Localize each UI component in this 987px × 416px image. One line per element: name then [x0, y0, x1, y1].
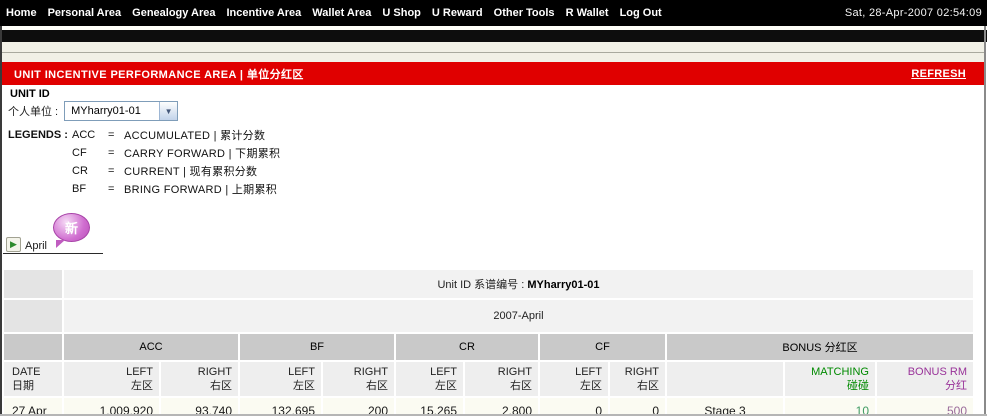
group-header-cf: CF: [540, 334, 665, 360]
nav-r-wallet[interactable]: R Wallet: [565, 7, 609, 19]
col-header-bf-left: LEFT 左区: [240, 362, 321, 396]
col-header-stage-empty: [667, 362, 783, 396]
col-header-cf-left: LEFT 左区: [540, 362, 608, 396]
new-badge-icon: 新: [53, 213, 90, 242]
unit-select-row: 个人单位 : MYharry01-01 ▼: [8, 101, 179, 121]
unit-select-label: 个人单位 :: [8, 106, 59, 118]
month-underline: [3, 253, 103, 254]
group-header-bonus: BONUS 分红区: [667, 334, 973, 360]
legend-equals: =: [108, 147, 115, 159]
legend-abbr: CF: [72, 147, 87, 159]
report-period: 2007-April: [64, 300, 973, 332]
group-header-date: [4, 334, 62, 360]
col-header-bf-right: RIGHT 右区: [323, 362, 394, 396]
legend-row-cf: CF = CARRY FORWARD | 下期累积: [8, 144, 280, 162]
content-right-border: [984, 26, 986, 416]
legend-abbr: ACC: [72, 129, 96, 141]
cell-stage: Stage 3: [667, 398, 783, 416]
col-header-acc-right: RIGHT 右区: [161, 362, 238, 396]
performance-report: Unit ID 系谱编号 : MYharry01-01 2007-April A…: [2, 268, 975, 416]
cell-acc-left: 1,009,920: [64, 398, 159, 416]
cell-date: 27 Apr: [4, 398, 62, 416]
col-header-date: DATE 日期: [4, 362, 62, 396]
expand-arrow-icon[interactable]: ▶: [6, 237, 21, 252]
cell-cf-right: 0: [610, 398, 665, 416]
col-header-cf-right: RIGHT 右区: [610, 362, 665, 396]
legends-heading: LEGENDS :: [8, 129, 68, 141]
nav-log-out[interactable]: Log Out: [619, 7, 662, 19]
group-header-acc: ACC: [64, 334, 238, 360]
group-header-cr: CR: [396, 334, 538, 360]
nav-u-shop[interactable]: U Shop: [382, 7, 421, 19]
legend-def: ACCUMULATED | 累计分数: [124, 130, 266, 142]
performance-table: Unit ID 系谱编号 : MYharry01-01 2007-April A…: [2, 268, 975, 416]
legend-def: CURRENT | 现有累积分数: [124, 166, 258, 178]
spacer-cell: [4, 270, 62, 298]
legends-block: LEGENDS : ACC = ACCUMULATED | 累计分数 CF = …: [8, 126, 280, 198]
legend-abbr: BF: [72, 183, 87, 195]
unit-id-heading: UNIT ID: [10, 88, 50, 100]
page-title: UNIT INCENTIVE PERFORMANCE AREA | 单位分红区: [14, 68, 304, 81]
cell-acc-right: 93,740: [161, 398, 238, 416]
legend-row-cr: CR = CURRENT | 现有累积分数: [8, 162, 280, 180]
spacer-cell: [4, 300, 62, 332]
legend-row-bf: BF = BRING FORWARD | 上期累积: [8, 180, 280, 198]
cell-cf-left: 0: [540, 398, 608, 416]
legend-row-acc: LEGENDS : ACC = ACCUMULATED | 累计分数: [8, 126, 280, 144]
new-badge-tail: [56, 240, 65, 248]
group-header-row: ACC BF CR CF BONUS 分红区: [4, 334, 973, 360]
nav-personal-area[interactable]: Personal Area: [47, 7, 122, 19]
nav-other-tools[interactable]: Other Tools: [493, 7, 555, 19]
cell-cr-right: 2,800: [465, 398, 538, 416]
col-header-matching: MATCHING 碰碰: [785, 362, 875, 396]
sub-header-row: DATE 日期 LEFT 左区 RIGHT 右区 LEFT 左区 RIGHT 右区 LEF…: [4, 362, 973, 396]
month-link-april[interactable]: April: [25, 240, 48, 252]
unit-id-info-label: Unit ID 系谱编号 :: [437, 279, 525, 291]
legend-equals: =: [108, 165, 115, 177]
group-header-bf: BF: [240, 334, 394, 360]
nav-home[interactable]: Home: [6, 7, 37, 19]
col-header-cr-right: RIGHT 右区: [465, 362, 538, 396]
col-header-cr-left: LEFT 左区: [396, 362, 463, 396]
legend-equals: =: [108, 129, 115, 141]
legend-abbr: CR: [72, 165, 88, 177]
cell-bonus-rm: 500: [877, 398, 973, 416]
nav-genealogy-area[interactable]: Genealogy Area: [132, 7, 216, 19]
cell-cr-left: 15,265: [396, 398, 463, 416]
legend-def: CARRY FORWARD | 下期累积: [124, 148, 281, 160]
header-black-strip: [0, 30, 987, 42]
unit-id-selected-value: MYharry01-01: [71, 105, 141, 117]
main-menu: Home Personal Area Genealogy Area Incent…: [0, 7, 673, 19]
section-title-bar: UNIT INCENTIVE PERFORMANCE AREA | 单位分红区 …: [2, 62, 984, 85]
content-left-border: [0, 26, 2, 416]
unit-id-info: Unit ID 系谱编号 : MYharry01-01: [64, 270, 973, 298]
cell-bf-left: 132,695: [240, 398, 321, 416]
content-bottom-border: [0, 414, 987, 416]
chevron-down-icon[interactable]: ▼: [159, 102, 178, 120]
header-seam: [0, 26, 987, 30]
header-divider-line: [2, 52, 984, 53]
legend-equals: =: [108, 183, 115, 195]
legend-def: BRING FORWARD | 上期累积: [124, 184, 278, 196]
cell-matching: 10: [785, 398, 875, 416]
cell-bf-right: 200: [323, 398, 394, 416]
nav-incentive-area[interactable]: Incentive Area: [226, 7, 302, 19]
col-header-bonus-rm: BONUS RM 分红: [877, 362, 973, 396]
unit-id-info-value: MYharry01-01: [527, 279, 600, 291]
table-row: 27 Apr 1,009,920 93,740 132,695 200 15,2…: [4, 398, 973, 416]
unit-id-select[interactable]: MYharry01-01 ▼: [64, 101, 179, 121]
period-row: 2007-April: [4, 300, 973, 332]
datetime-display: Sat, 28-Apr-2007 02:54:09: [844, 7, 982, 19]
nav-wallet-area[interactable]: Wallet Area: [312, 7, 372, 19]
nav-u-reward[interactable]: U Reward: [431, 7, 483, 19]
col-header-acc-left: LEFT 左区: [64, 362, 159, 396]
unit-info-row: Unit ID 系谱编号 : MYharry01-01: [4, 270, 973, 298]
top-nav-bar: Home Personal Area Genealogy Area Incent…: [0, 0, 987, 26]
refresh-link[interactable]: REFRESH: [911, 67, 966, 80]
